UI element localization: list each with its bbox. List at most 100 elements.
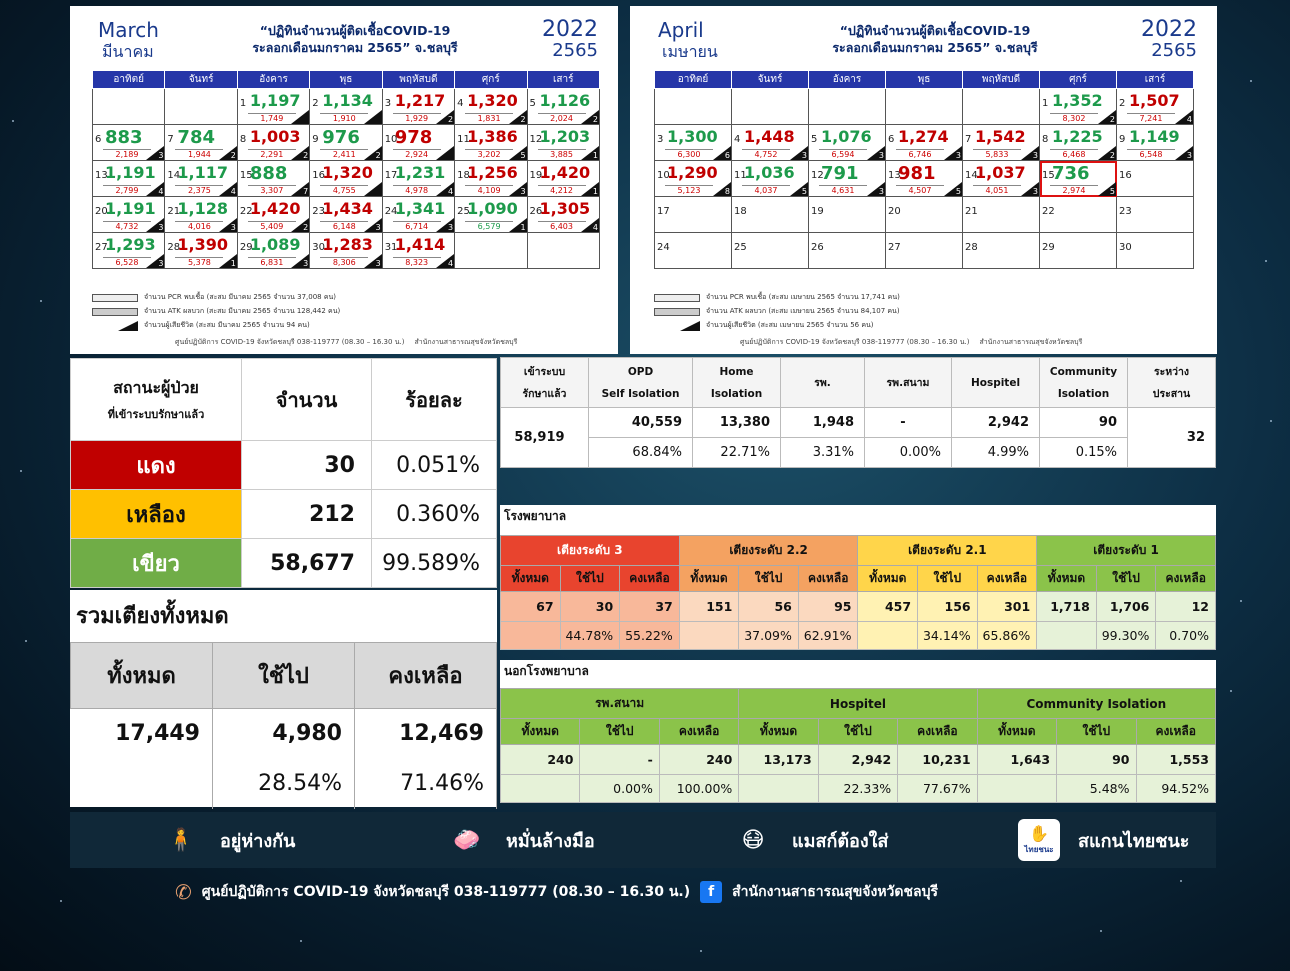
day-number: 7 [965,134,972,145]
day-number: 9 [312,134,319,145]
system-community: 90 [1039,407,1128,438]
star [60,900,62,902]
legend-box [654,293,700,302]
new-cases: 1,149 [1129,127,1180,146]
death-count: 5 [801,187,807,196]
day-number: 27 [95,242,108,253]
day-number: 28 [965,242,978,253]
status-header-text: สถานะผู้ป่วย [113,378,199,397]
calendar-day: 3 1,217 1,929 2 [381,88,456,125]
tip-distance: 🧍 อยู่ห่างกัน [70,819,356,861]
pct-hospital: 3.31% [780,437,865,468]
new-cases: 1,305 [539,199,591,218]
calendar-day [808,88,886,125]
new-cases: 1,341 [394,199,446,218]
calendar-day: 23 [1116,196,1194,233]
day-number: 13 [95,170,108,181]
atk-positive: 2,189 [103,149,151,159]
day-number: 10 [384,134,398,145]
calendar-day: 19 1,420 4,212 1 [526,160,601,197]
death-triangle [944,182,962,196]
day-number: 14 [167,170,181,181]
bed-group-header: เตียงระดับ 1 [1036,535,1216,566]
weekday-header: อาทิตย์ [91,70,166,89]
bed-pct: 34.14% [917,621,978,650]
total-header: ทั้งหมด [70,642,213,709]
death-count: 3 [375,259,381,268]
bed-group-header: รพ.สนาม [499,688,740,719]
status-header: สถานะผู้ป่วย ที่เข้าระบบรักษาแล้ว [70,358,242,441]
atk-positive: 4,752 [742,149,790,159]
calendar-day: 9 1,149 6,548 3 [1116,124,1194,161]
bed-sub-header: ทั้งหมด [976,718,1058,745]
new-cases: 1,231 [394,163,446,182]
day-number: 19 [529,170,543,181]
star [1240,600,1242,602]
atk-positive: 4,212 [537,185,586,195]
day-number: 28 [167,242,181,253]
day-number: 13 [888,170,901,181]
day-number: 21 [167,206,181,217]
bed-value: 240 [499,744,581,775]
total-beds-title: รวมเตียงทั้งหมด [76,604,229,629]
death-count: 2 [520,115,526,124]
legend-box [92,307,138,316]
bed-value: 301 [976,591,1038,622]
death-count: 3 [520,187,526,196]
calendar-day: 27 [885,232,963,269]
calendar-title: “ปฏิทินจำนวนผู้ติดเชื้อCOVID-19 ระลอกเดือ… [775,22,1095,56]
calendar-day: 10 978 2,924 [381,124,456,161]
legend-text: จำนวน ATK ผลบวก (สะสม เมษายน 2565 จำนวน … [706,307,900,315]
bed-sub-header: คงเหลือ [897,718,978,745]
death-count: 7 [303,187,309,196]
calendar-day: 26 [808,232,886,269]
death-triangle [363,146,382,160]
atk-positive: 6,300 [665,149,713,159]
bed-sub-header: คงเหลือ [619,565,680,592]
day-number: 4 [734,134,741,145]
total-value: 17,449 [70,708,213,759]
calendar-day: 24 1,341 6,714 3 [381,196,456,233]
death-triangle [1021,146,1039,160]
new-cases: 883 [105,127,143,148]
bed-pct: 94.52% [1135,774,1216,803]
atk-positive: 4,732 [103,221,151,231]
legend-text: จำนวน ATK ผลบวก (สะสม มีนาคม 2565 จำนวน … [144,307,341,315]
status-yellow-pct: 0.360% [371,489,497,539]
day-number: 23 [312,206,325,217]
new-cases: 1,037 [975,163,1026,182]
death-count: 2 [592,115,598,124]
day-number: 10 [657,170,670,181]
bed-sub-header: ทั้งหมด [857,565,919,592]
bed-sub-header: ใช้ไป [817,718,899,745]
death-triangle [436,182,455,196]
new-cases: 1,414 [394,235,446,254]
new-cases: 1,320 [467,91,518,110]
new-cases: 1,283 [322,235,373,254]
new-cases: 1,203 [539,127,591,146]
year-be: 2565 [552,40,598,61]
death-count: 1 [230,259,236,268]
calendar-day: 27 1,293 6,528 3 [91,232,166,269]
bed-sub-header: คงเหลือ [1155,565,1216,592]
star [25,640,27,642]
system-header: เข้าระบบ รักษาแล้ว [500,357,589,408]
calendar-day: 8 1,003 2,291 2 [236,124,311,161]
bed-value: 10,231 [897,744,978,775]
death-count: 3 [1032,187,1038,196]
calendar-day: 16 [1116,160,1194,197]
calendar-day: 14 1,117 2,375 4 [164,160,238,197]
atk-positive: 6,468 [1050,149,1098,159]
death-triangle [146,218,165,232]
day-number: 12 [811,170,824,181]
bed-value: 67 [500,591,561,622]
header-line2: Self Isolation [601,387,680,400]
system-header: รพ. [780,357,865,408]
day-number: 5 [811,134,818,145]
legend-atk: จำนวน ATK ผลบวก (สะสม มีนาคม 2565 จำนวน … [92,306,340,317]
calendar-day: 18 [731,196,809,233]
new-cases: 1,036 [744,163,795,182]
star [1100,930,1102,932]
new-cases: 1,293 [105,235,156,254]
calendar-day: 12 791 4,631 3 [808,160,886,197]
